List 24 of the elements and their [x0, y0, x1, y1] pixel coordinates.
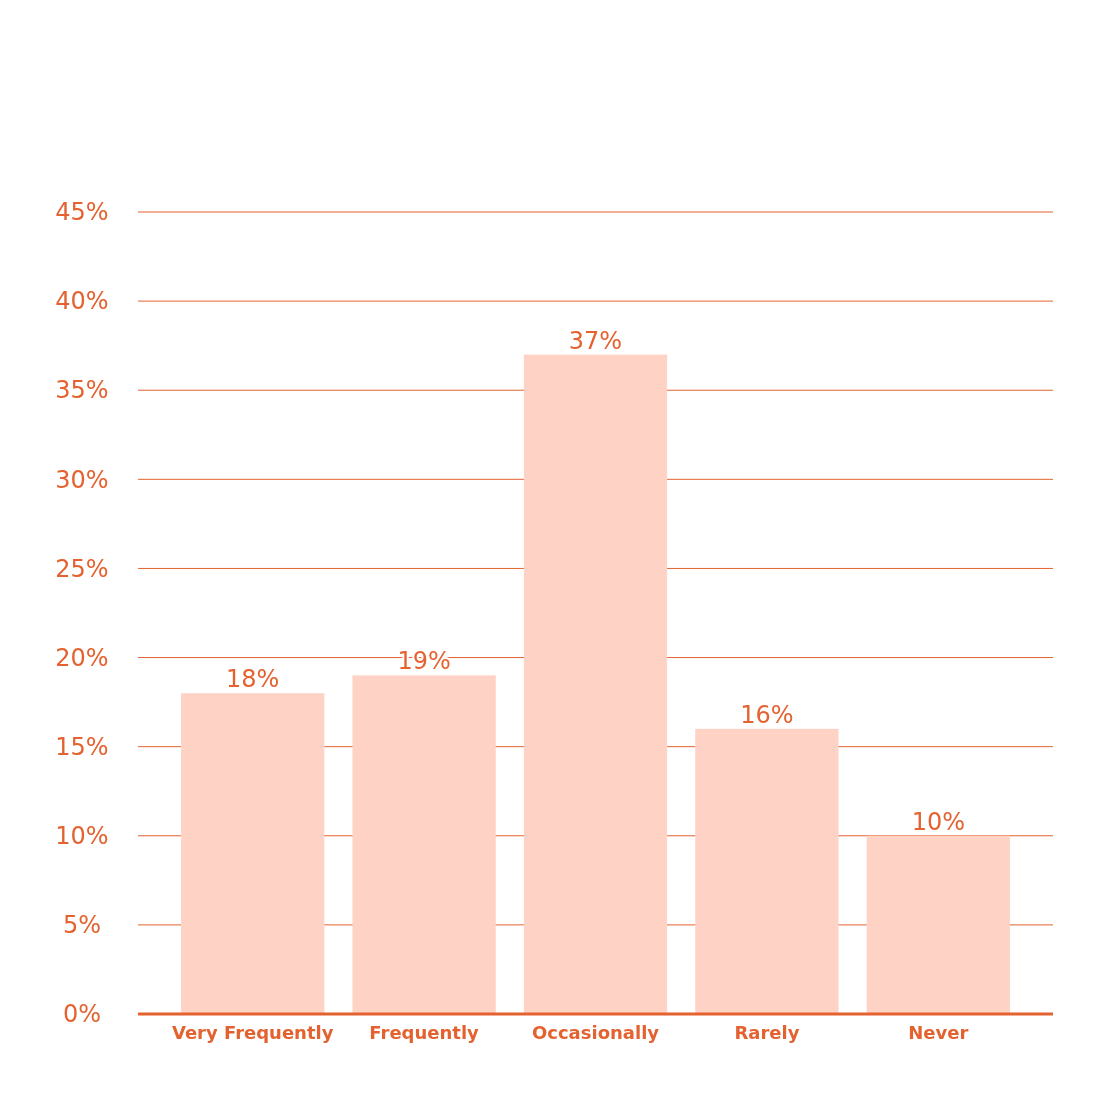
y-tick-label: 10%	[55, 821, 109, 850]
y-tick-label: 25%	[55, 554, 109, 583]
x-tick-label: Never	[908, 1021, 969, 1043]
bar	[866, 835, 1010, 1014]
data-label: 37%	[568, 326, 623, 355]
x-tick-label: Frequently	[369, 1021, 480, 1043]
x-tick-label: Occasionally	[531, 1021, 660, 1043]
y-tick-label: 30%	[55, 465, 109, 494]
data-label: 16%	[740, 700, 794, 729]
y-tick-label: 35%	[55, 376, 109, 405]
y-tick-label: 15%	[55, 732, 109, 761]
x-tick-label: Rarely	[734, 1021, 800, 1043]
y-tick-label: 5%	[62, 911, 102, 940]
bar	[523, 354, 668, 1014]
y-tick-label: 0%	[62, 1000, 102, 1029]
bar	[352, 675, 496, 1014]
bar	[181, 693, 325, 1014]
bar	[695, 728, 839, 1014]
x-tick-label: Very Frequently	[171, 1021, 334, 1043]
y-tick-label: 45%	[55, 198, 109, 227]
y-tick-label: 20%	[55, 643, 109, 672]
data-label: 18%	[226, 665, 280, 694]
y-tick-label: 40%	[55, 287, 109, 316]
data-label: 10%	[911, 807, 965, 836]
